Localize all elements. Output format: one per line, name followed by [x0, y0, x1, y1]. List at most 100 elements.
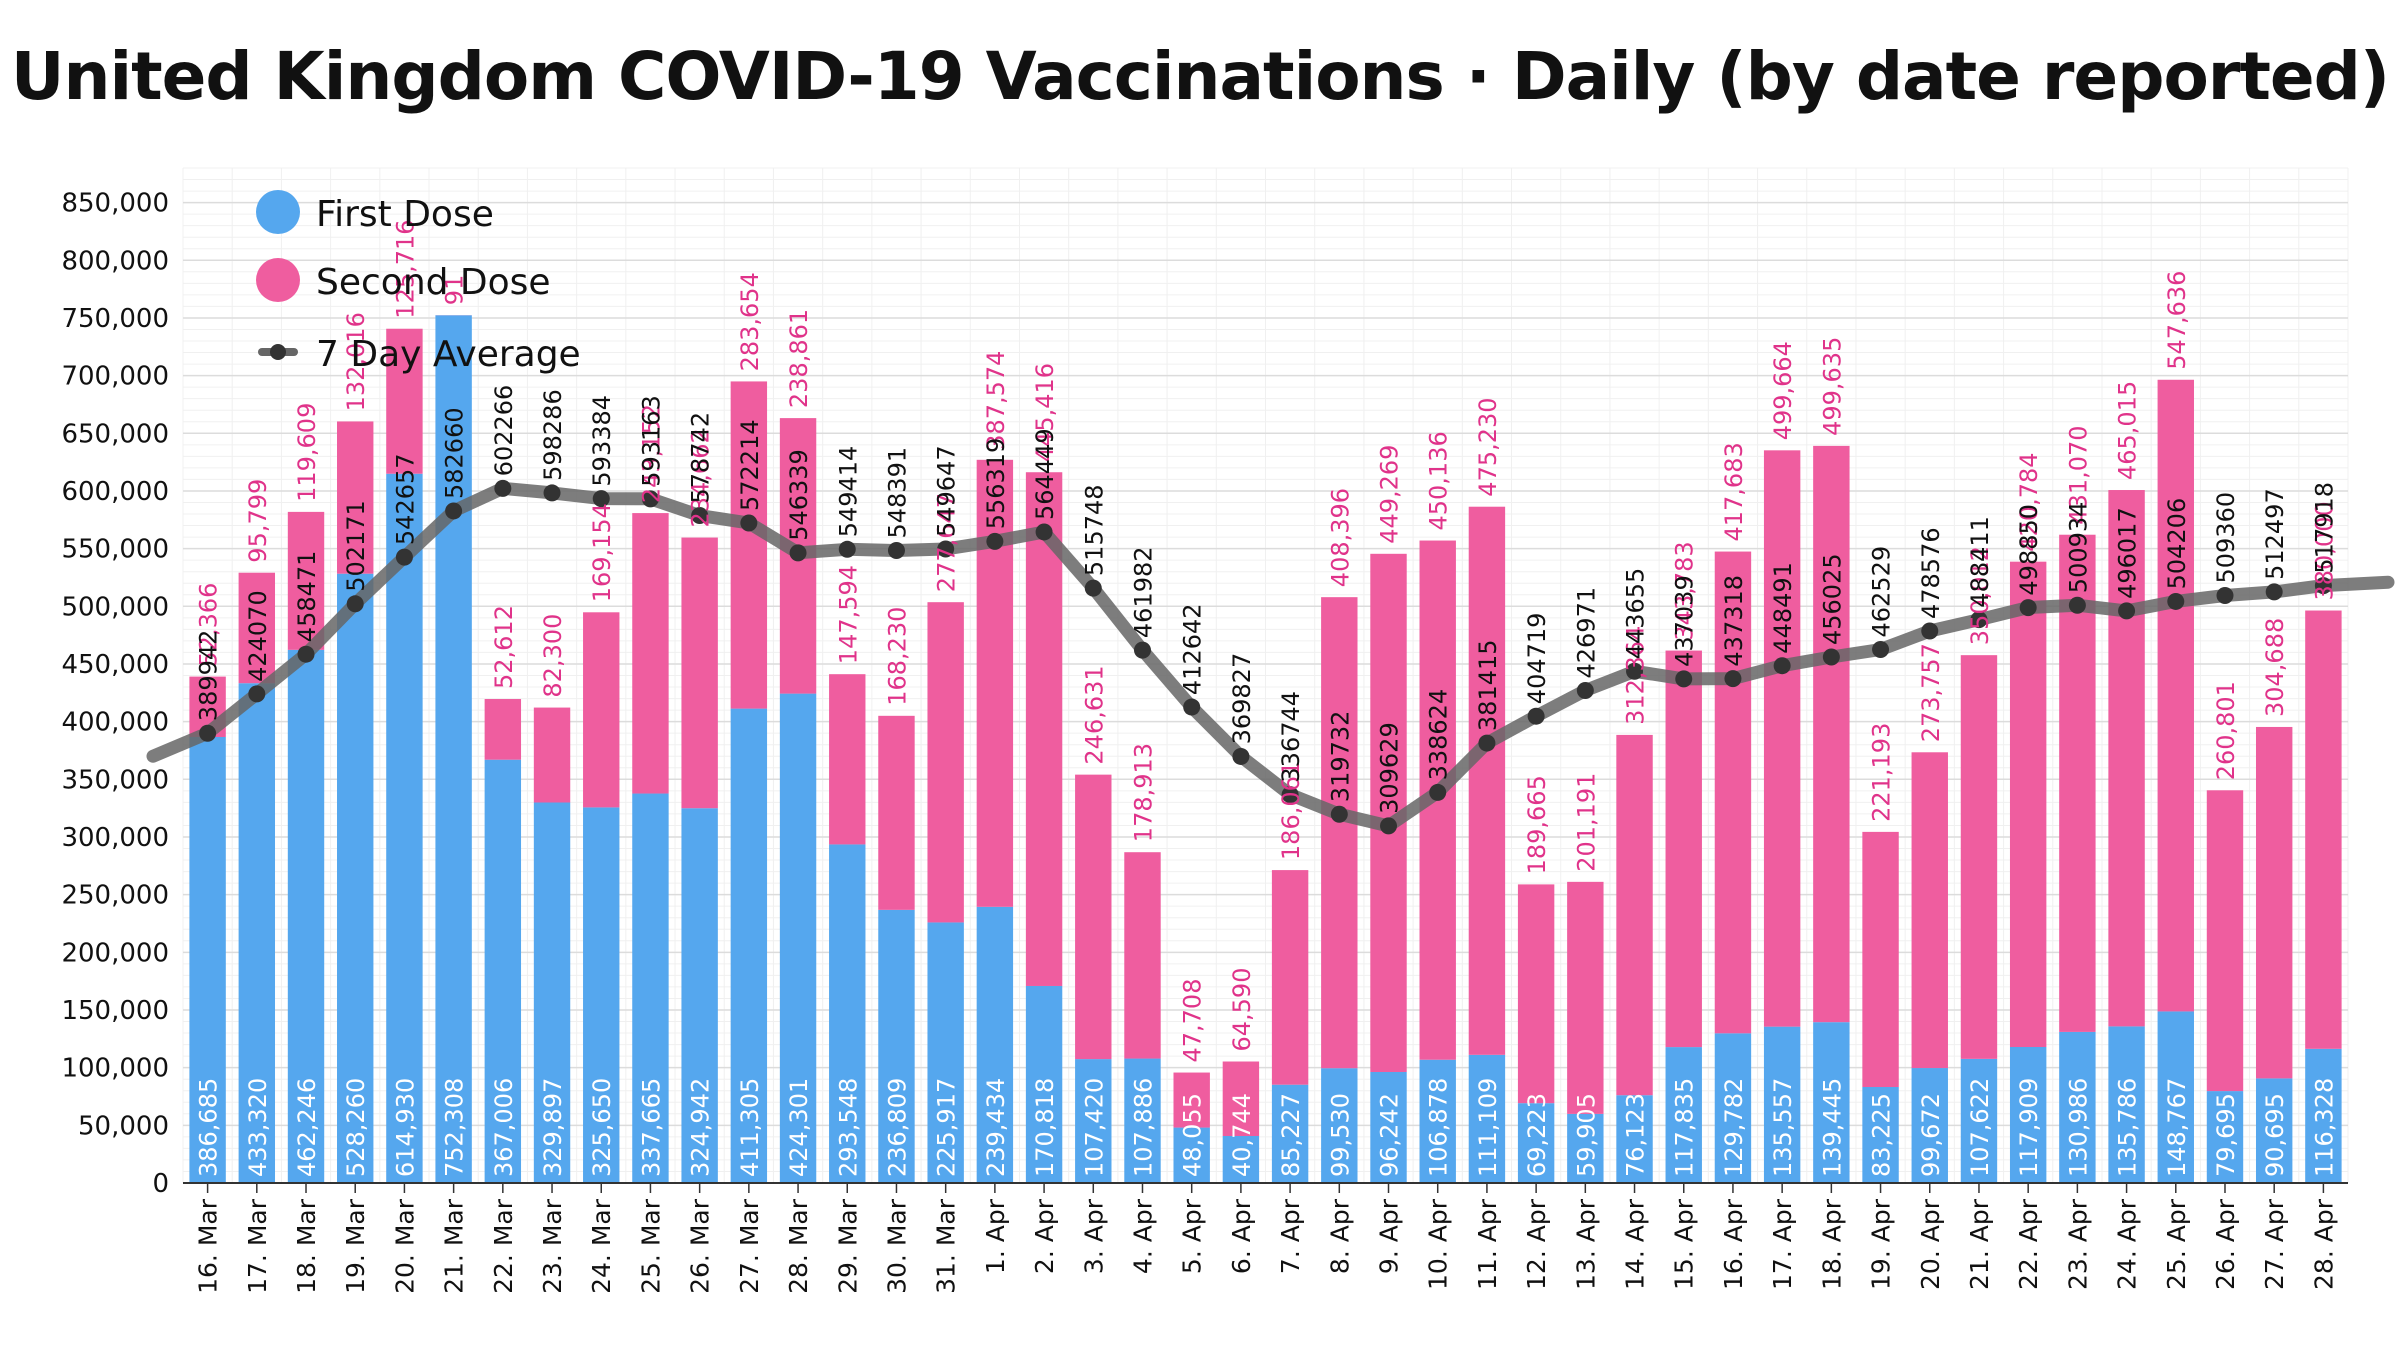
avg-point — [199, 724, 217, 742]
avg-value-label: 549414 — [834, 446, 862, 538]
second-dose-label: 189,665 — [1523, 775, 1551, 874]
bar-first-dose — [927, 922, 964, 1183]
avg-value-label: 542657 — [391, 453, 419, 545]
x-tick-label: 8. Apr — [1325, 1198, 1354, 1274]
avg-point — [1773, 657, 1791, 675]
bar-first-dose — [2206, 1091, 2244, 1183]
first-dose-label: 69,223 — [1523, 1093, 1551, 1177]
first-dose-label: 170,818 — [1031, 1078, 1059, 1177]
avg-point — [297, 645, 315, 663]
first-dose-label: 139,445 — [1818, 1078, 1846, 1177]
bar-first-dose — [2305, 1048, 2342, 1183]
avg-value-label: 426971 — [1572, 587, 1600, 679]
avg-value-label: 517918 — [2310, 482, 2338, 574]
bar-first-dose — [2157, 1011, 2194, 1183]
chart-title: United Kingdom COVID-19 Vaccinations · D… — [10, 38, 2390, 115]
x-tick-label: 28. Apr — [2309, 1198, 2338, 1290]
avg-point — [494, 479, 512, 497]
x-tick-label: 3. Apr — [1079, 1198, 1108, 1274]
bar-first-dose — [878, 909, 915, 1183]
avg-point — [1281, 786, 1299, 804]
y-tick-label: 550,000 — [61, 535, 169, 565]
avg-point — [1133, 641, 1151, 659]
y-tick-label: 50,000 — [78, 1111, 169, 1141]
bar-second-dose — [1517, 884, 1555, 1104]
avg-point — [2019, 599, 2037, 617]
second-dose-label: 169,154 — [588, 503, 616, 602]
x-tick-label: 29. Mar — [833, 1198, 862, 1294]
second-dose-label: 91 — [441, 275, 469, 306]
avg-point — [2118, 602, 2136, 620]
bar-first-dose — [238, 683, 276, 1183]
avg-point — [1183, 698, 1201, 716]
avg-value-label: 502171 — [342, 500, 370, 592]
avg-point — [1035, 523, 1053, 541]
second-dose-label: 431,070 — [2064, 425, 2092, 524]
bar-second-dose — [632, 513, 669, 794]
x-tick-label: 20. Mar — [390, 1198, 419, 1294]
avg-value-label: 381415 — [1474, 639, 1502, 731]
first-dose-label: 117,909 — [2015, 1078, 2043, 1177]
y-tick-label: 150,000 — [61, 996, 169, 1026]
avg-point — [1921, 622, 1939, 640]
avg-value-label: 556319 — [982, 438, 1010, 530]
y-tick-label: 250,000 — [61, 881, 169, 911]
first-dose-label: 135,786 — [2114, 1078, 2142, 1177]
bar-second-dose — [681, 537, 718, 809]
bar-second-dose — [1960, 655, 1998, 1059]
avg-value-label: 456025 — [1818, 553, 1846, 645]
x-tick-label: 19. Mar — [341, 1198, 370, 1294]
bar-second-dose — [1714, 551, 1752, 1034]
bar-first-dose — [1665, 1047, 1702, 1183]
avg-point — [1232, 747, 1250, 765]
second-dose-label: 304,688 — [2261, 618, 2289, 717]
y-tick-label: 0 — [152, 1169, 169, 1199]
x-tick-label: 16. Mar — [194, 1198, 223, 1294]
x-tick-label: 4. Apr — [1129, 1198, 1158, 1274]
bar-first-dose — [1222, 1136, 1260, 1183]
avg-value-label: 336744 — [1277, 691, 1305, 783]
second-dose-label: 387,574 — [982, 351, 1010, 450]
bar-second-dose — [1862, 831, 1899, 1088]
x-tick-label: 17. Mar — [243, 1198, 272, 1294]
bar-second-dose — [583, 612, 620, 808]
bar-first-dose — [730, 708, 768, 1183]
first-dose-label: 79,695 — [2212, 1093, 2240, 1177]
bar-first-dose — [2255, 1078, 2293, 1183]
first-dose-label: 324,942 — [687, 1078, 715, 1177]
first-dose-label: 85,227 — [1277, 1093, 1305, 1177]
avg-point — [641, 490, 659, 508]
bar-second-dose — [2206, 790, 2244, 1092]
avg-point — [445, 502, 463, 520]
x-tick-label: 26. Apr — [2211, 1198, 2240, 1290]
first-dose-label: 752,308 — [441, 1078, 469, 1177]
bar-first-dose — [779, 693, 817, 1183]
x-tick-label: 23. Mar — [538, 1198, 567, 1294]
bar-second-dose — [238, 572, 276, 684]
second-dose-label: 168,230 — [884, 607, 912, 706]
first-dose-label: 83,225 — [1868, 1093, 1896, 1177]
bar-first-dose — [386, 473, 423, 1184]
avg-point — [1822, 648, 1840, 666]
avg-value-label: 500934 — [2064, 502, 2092, 594]
avg-value-label: 437039 — [1671, 575, 1699, 667]
first-dose-label: 329,897 — [539, 1078, 567, 1177]
legend-first-label: First Dose — [316, 194, 494, 235]
avg-value-label: 548391 — [884, 447, 912, 539]
first-dose-label: 99,672 — [1917, 1093, 1945, 1177]
bar-second-dose — [2157, 379, 2194, 1012]
bars — [189, 315, 2342, 1184]
bar-first-dose — [976, 906, 1014, 1183]
avg-line — [146, 481, 2395, 833]
second-dose-label: 178,913 — [1130, 743, 1158, 842]
x-tick-label: 14. Apr — [1621, 1198, 1650, 1290]
avg-point — [1872, 641, 1890, 659]
second-dose-label: 283,654 — [736, 272, 764, 371]
first-dose-label: 236,809 — [884, 1078, 912, 1177]
second-dose-label: 547,636 — [2163, 271, 2191, 370]
avg-point — [2068, 596, 2086, 614]
avg-value-label: 578742 — [687, 412, 715, 504]
y-tick-label: 500,000 — [61, 592, 169, 622]
first-dose-label: 386,685 — [195, 1078, 223, 1177]
avg-point — [986, 532, 1004, 550]
